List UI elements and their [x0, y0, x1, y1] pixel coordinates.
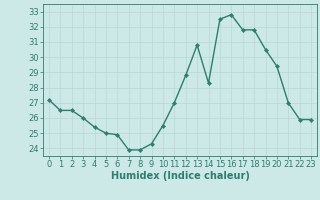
- X-axis label: Humidex (Indice chaleur): Humidex (Indice chaleur): [111, 171, 249, 181]
